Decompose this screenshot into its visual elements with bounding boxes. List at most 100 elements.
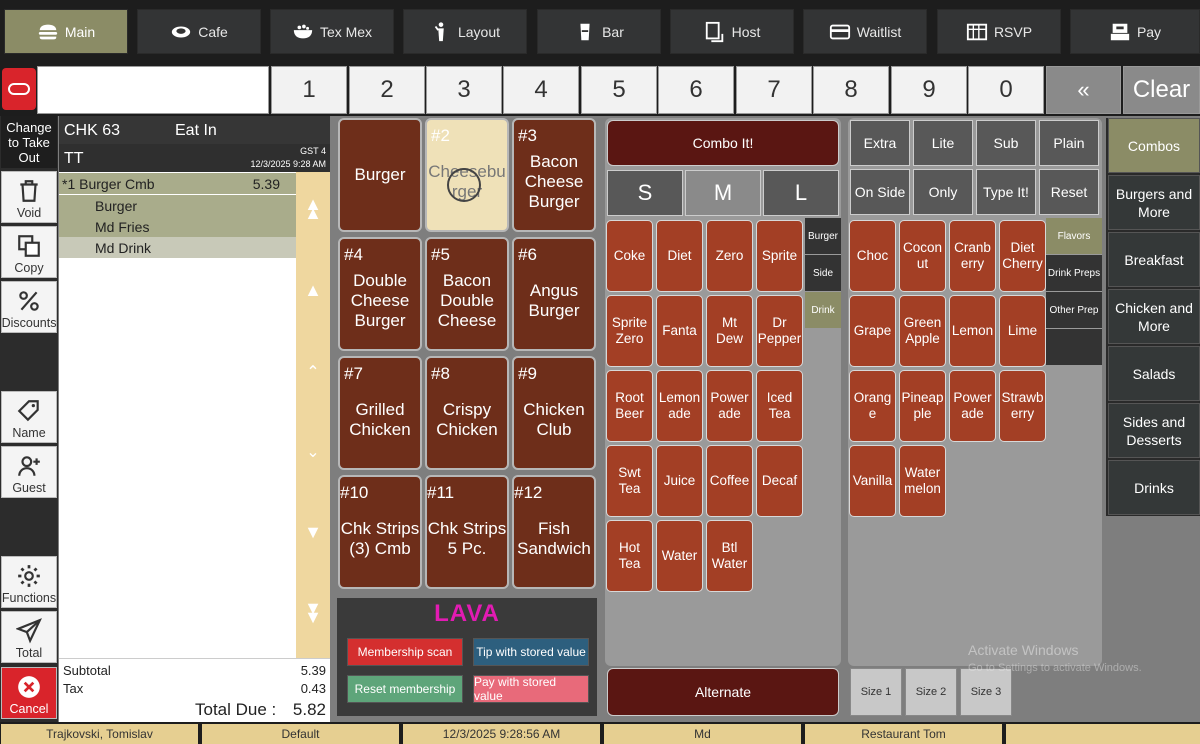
tab-burger[interactable]: Burger	[805, 218, 841, 254]
line-up-icon[interactable]: ⌃	[306, 364, 320, 381]
take-out-button[interactable]: Change to Take Out	[1, 116, 57, 168]
name-button[interactable]: Name	[1, 391, 57, 443]
drink-coffee[interactable]: Coffee	[706, 445, 753, 517]
drink-sprite-zero[interactable]: Sprite Zero	[606, 295, 653, 367]
check-line[interactable]: Md Drink	[59, 237, 296, 258]
check-line[interactable]: *1 Burger Cmb 5.39	[59, 173, 296, 194]
mod-extra[interactable]: Extra	[850, 120, 910, 166]
size-2-button[interactable]: Size 2	[905, 668, 957, 716]
drink-coke[interactable]: Coke	[606, 220, 653, 292]
oracle-logo-icon[interactable]	[2, 68, 36, 110]
key-2[interactable]: 2	[349, 66, 425, 114]
nav-cafe[interactable]: Cafe	[137, 9, 261, 54]
drink-dr-pepper[interactable]: Dr Pepper	[756, 295, 803, 367]
category-salads[interactable]: Salads	[1108, 346, 1200, 401]
flavor-pineapple[interactable]: Pineap ple	[899, 370, 946, 442]
nav-host[interactable]: Host	[670, 9, 794, 54]
check-line[interactable]: Md Fries	[59, 216, 296, 237]
drink-sprite[interactable]: Sprite	[756, 220, 803, 292]
mod-type-it[interactable]: Type It!	[976, 169, 1036, 215]
mod-on-side[interactable]: On Side	[850, 169, 910, 215]
item-bacon-double-cheese[interactable]: #5 Bacon Double Cheese	[425, 237, 509, 351]
drink-juice[interactable]: Juice	[656, 445, 703, 517]
discounts-button[interactable]: Discounts	[1, 281, 57, 333]
flavor-vanilla[interactable]: Vanilla	[849, 445, 896, 517]
flavor-green-apple[interactable]: Green Apple	[899, 295, 946, 367]
line-down-icon[interactable]: ⌄	[306, 444, 320, 461]
functions-button[interactable]: Functions	[1, 556, 57, 608]
mod-only[interactable]: Only	[913, 169, 973, 215]
mod-sub[interactable]: Sub	[976, 120, 1036, 166]
nav-main[interactable]: Main	[4, 9, 128, 54]
scroll-down-icon[interactable]: ▼	[304, 522, 322, 542]
category-sides-and-desserts[interactable]: Sides and Desserts	[1108, 403, 1200, 458]
key-8[interactable]: 8	[813, 66, 889, 114]
flavor-lemon[interactable]: Lemon	[949, 295, 996, 367]
drink-fanta[interactable]: Fanta	[656, 295, 703, 367]
mod-lite[interactable]: Lite	[913, 120, 973, 166]
category-combos[interactable]: Combos	[1108, 118, 1200, 173]
page-up-icon[interactable]: ▲ ▲	[304, 194, 322, 223]
flavor-orange[interactable]: Orang e	[849, 370, 896, 442]
category-burgers-and-more[interactable]: Burgers and More	[1108, 175, 1200, 230]
item-double-cheese-burger[interactable]: #4 Double Cheese Burger	[338, 237, 422, 351]
nav-waitlist[interactable]: Waitlist	[803, 9, 927, 54]
size-1-button[interactable]: Size 1	[850, 668, 902, 716]
drink-hot-tea[interactable]: Hot Tea	[606, 520, 653, 592]
item-burger[interactable]: Burger	[338, 118, 422, 232]
alternate-button[interactable]: Alternate	[607, 668, 839, 716]
void-button[interactable]: Void	[1, 171, 57, 223]
tab-side[interactable]: Side	[805, 255, 841, 291]
pay-stored-value-button[interactable]: Pay with stored value	[473, 675, 589, 703]
drink-powerade[interactable]: Power ade	[706, 370, 753, 442]
item-chk-strips-3-cmb[interactable]: #10 Chk Strips (3) Cmb	[338, 475, 422, 589]
total-button[interactable]: Total	[1, 611, 57, 663]
flavor-watermelon[interactable]: Water melon	[899, 445, 946, 517]
check-line[interactable]: Burger	[59, 195, 296, 216]
drink-btl-water[interactable]: Btl Water	[706, 520, 753, 592]
nav-rsvp[interactable]: RSVP	[937, 9, 1061, 54]
cancel-button[interactable]: Cancel	[1, 667, 57, 719]
key-4[interactable]: 4	[503, 66, 579, 114]
mod-plain[interactable]: Plain	[1039, 120, 1099, 166]
drink-zero[interactable]: Zero	[706, 220, 753, 292]
drink-diet[interactable]: Diet	[656, 220, 703, 292]
scroll-up-icon[interactable]: ▲	[304, 280, 322, 300]
tab-flavors[interactable]: Flavors	[1046, 218, 1102, 254]
drink-swt-tea[interactable]: Swt Tea	[606, 445, 653, 517]
nav-layout[interactable]: Layout	[403, 9, 527, 54]
mod-reset[interactable]: Reset	[1039, 169, 1099, 215]
membership-scan-button[interactable]: Membership scan	[347, 638, 463, 666]
size-small-button[interactable]: S	[607, 170, 683, 216]
tab-drink[interactable]: Drink	[805, 292, 841, 328]
key-6[interactable]: 6	[658, 66, 734, 114]
tip-stored-value-button[interactable]: Tip with stored value	[473, 638, 589, 666]
key-0[interactable]: 0	[968, 66, 1044, 114]
drink-lemonade[interactable]: Lemon ade	[656, 370, 703, 442]
flavor-choc[interactable]: Choc	[849, 220, 896, 292]
item-cheeseburger[interactable]: #2 Cheeseburger	[425, 118, 509, 232]
item-crispy-chicken[interactable]: #8 Crispy Chicken	[425, 356, 509, 470]
category-drinks[interactable]: Drinks	[1108, 460, 1200, 515]
size-3-button[interactable]: Size 3	[960, 668, 1012, 716]
item-fish-sandwich[interactable]: #12 Fish Sandwich	[512, 475, 596, 589]
flavor-strawberry[interactable]: Strawb erry	[999, 370, 1046, 442]
size-medium-button[interactable]: M	[685, 170, 761, 216]
drink-iced-tea[interactable]: Iced Tea	[756, 370, 803, 442]
flavor-diet-cherry[interactable]: Diet Cherry	[999, 220, 1046, 292]
drink-mt-dew[interactable]: Mt Dew	[706, 295, 753, 367]
nav-pay[interactable]: Pay	[1070, 9, 1200, 54]
key-3[interactable]: 3	[426, 66, 502, 114]
guest-button[interactable]: Guest	[1, 446, 57, 498]
item-angus-burger[interactable]: #6 Angus Burger	[512, 237, 596, 351]
tab-other-prep[interactable]: Other Prep	[1046, 292, 1102, 328]
flavor-powerade[interactable]: Power ade	[949, 370, 996, 442]
nav-tex-mex[interactable]: Tex Mex	[270, 9, 394, 54]
item-chicken-club[interactable]: #9 Chicken Club	[512, 356, 596, 470]
flavor-lime[interactable]: Lime	[999, 295, 1046, 367]
backspace-button[interactable]: «	[1046, 66, 1121, 114]
flavor-coconut[interactable]: Cocon ut	[899, 220, 946, 292]
category-breakfast[interactable]: Breakfast	[1108, 232, 1200, 287]
drink-water[interactable]: Water	[656, 520, 703, 592]
item-chk-strips-5-pc[interactable]: #11 Chk Strips 5 Pc.	[425, 475, 509, 589]
